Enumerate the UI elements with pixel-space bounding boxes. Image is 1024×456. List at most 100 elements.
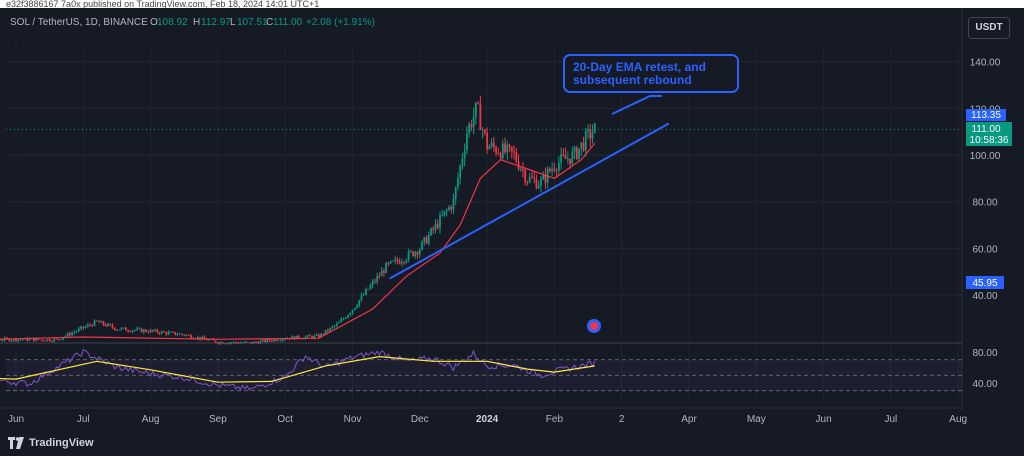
- candle-body: [113, 327, 116, 330]
- candle-body: [421, 241, 423, 250]
- annotation-line-2: subsequent rebound: [573, 73, 692, 87]
- candle-body: [436, 223, 439, 229]
- tradingview-logo-icon: [8, 437, 24, 449]
- candle-body: [82, 326, 85, 329]
- tradingview-logo[interactable]: TradingView: [8, 434, 94, 452]
- candle-body: [439, 215, 441, 229]
- candle-body: [0, 339, 2, 341]
- candles: [0, 95, 596, 346]
- candle-body: [466, 133, 468, 151]
- candle-body: [492, 142, 495, 148]
- candle-body: [587, 129, 589, 132]
- candle-body: [443, 211, 446, 216]
- candle-body: [479, 103, 482, 130]
- candle-body: [259, 340, 262, 344]
- candle-body: [329, 327, 331, 332]
- rsi-tick-label: 40.00: [972, 379, 997, 390]
- candle-body: [557, 162, 560, 171]
- candle-body: [553, 168, 556, 170]
- candle-body: [136, 328, 139, 331]
- candle-body: [264, 339, 266, 342]
- candle-body: [75, 331, 78, 332]
- candle-body: [120, 328, 123, 330]
- candle-body: [176, 334, 179, 336]
- candle-body: [64, 336, 67, 338]
- candle-body: [246, 341, 248, 343]
- candle-body: [349, 313, 352, 316]
- candle-body: [147, 331, 150, 333]
- candle-body: [151, 330, 154, 332]
- candle-body: [555, 169, 558, 171]
- candle-body: [378, 275, 381, 277]
- candle-body: [37, 338, 40, 340]
- candle-body: [344, 317, 347, 319]
- candle-body: [322, 333, 325, 335]
- candle-body: [232, 341, 235, 343]
- legend-low-value: 107.51: [237, 17, 268, 28]
- candle-body: [497, 153, 500, 155]
- legend-change: +2.08 (+1.91%): [306, 17, 375, 28]
- candle-body: [48, 339, 51, 342]
- candle-body: [21, 339, 24, 341]
- candle-body: [414, 252, 417, 256]
- candle-body: [441, 215, 444, 216]
- candle-body: [333, 325, 336, 327]
- x-tick-label: Jun: [8, 414, 24, 425]
- candle-body: [6, 337, 8, 339]
- candle-body: [181, 333, 183, 335]
- candle-body: [540, 179, 542, 186]
- candle-body: [526, 181, 529, 183]
- legend-low-label: L: [230, 17, 236, 28]
- legend-high-value: 112.97: [201, 17, 231, 28]
- candle-body: [80, 326, 82, 329]
- annotation-callout[interactable]: 20-Day EMA retest, and subsequent reboun…: [563, 54, 739, 93]
- candle-body: [522, 168, 524, 171]
- candle-body: [528, 176, 531, 183]
- candle-body: [109, 323, 112, 326]
- candle-body: [513, 151, 515, 153]
- candle-body: [580, 142, 583, 149]
- candle-body: [95, 320, 98, 322]
- callout-pointer: [611, 95, 662, 115]
- candle-body: [270, 340, 273, 342]
- candle-body: [225, 343, 228, 345]
- candle-body: [490, 142, 493, 147]
- candle-body: [374, 281, 376, 283]
- candle-body: [593, 122, 596, 133]
- candle-body: [133, 330, 136, 331]
- candle-body: [450, 207, 453, 210]
- candle-body: [77, 328, 80, 332]
- candle-body: [33, 338, 35, 341]
- candle-body: [149, 330, 152, 333]
- candle-body: [212, 339, 215, 341]
- candle-body: [362, 294, 365, 296]
- candle-body: [35, 338, 38, 341]
- candle-body: [208, 339, 210, 341]
- x-tick-label: Nov: [344, 414, 362, 425]
- candle-body: [308, 335, 311, 337]
- candle-body: [116, 329, 118, 331]
- candle-body: [228, 342, 231, 344]
- candle-body: [367, 289, 370, 290]
- candle-body: [396, 259, 399, 262]
- rsi-tick-label: 80.00: [972, 348, 997, 359]
- last-price-tag-text: 111.00: [971, 124, 1001, 135]
- candle-body: [544, 174, 547, 183]
- candle-body: [472, 116, 475, 128]
- x-tick-label: Aug: [142, 414, 160, 425]
- candle-body: [243, 341, 246, 343]
- marker-price-tag-text: 45.95: [972, 278, 997, 289]
- candle-body: [284, 339, 287, 340]
- candle-body: [564, 155, 567, 159]
- candle-body: [57, 339, 60, 340]
- candle-body: [138, 328, 141, 330]
- candle-body: [163, 331, 165, 333]
- x-tick-label: 2: [619, 414, 625, 425]
- tradingview-brand: TradingView: [29, 437, 94, 449]
- currency-button[interactable]: USDT: [968, 17, 1010, 39]
- ema-line: [0, 142, 596, 340]
- y-tick-label: 40.00: [972, 291, 997, 302]
- candle-body: [427, 235, 430, 244]
- x-tick-label: Oct: [277, 414, 293, 425]
